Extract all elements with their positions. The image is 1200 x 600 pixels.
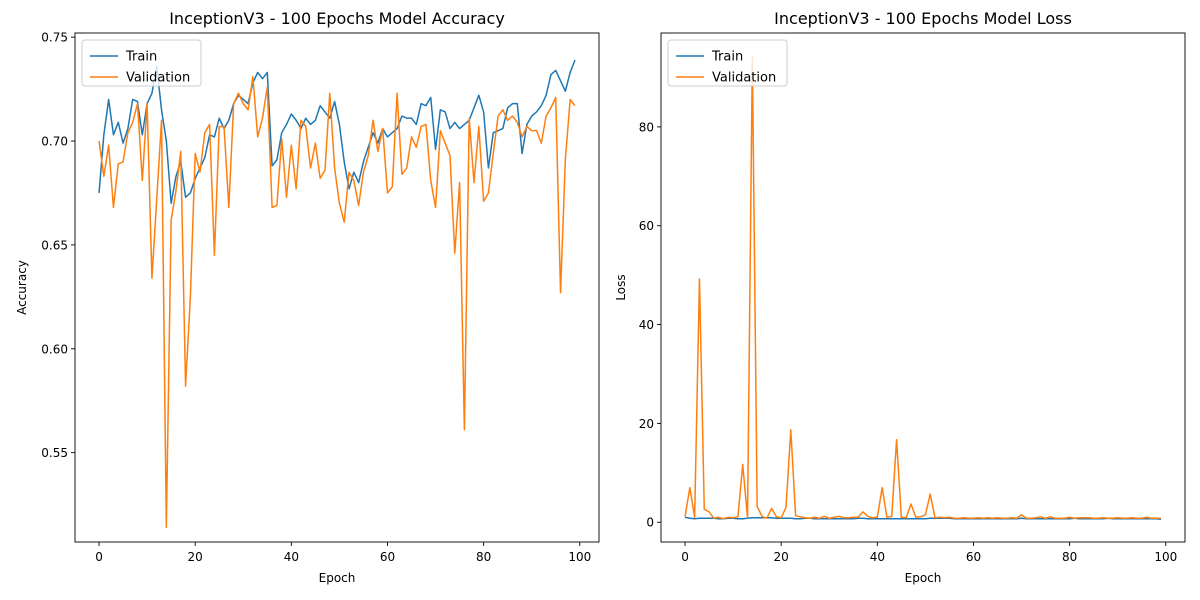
accuracy-x-tick-label: 20 <box>188 550 203 564</box>
accuracy-chart: InceptionV3 - 100 Epochs Model Accuracy 0… <box>15 9 600 585</box>
accuracy-y-tick-label: 0.55 <box>41 446 68 460</box>
accuracy-y-tick-label: 0.65 <box>41 238 68 252</box>
accuracy-chart-title: InceptionV3 - 100 Epochs Model Accuracy <box>169 9 505 28</box>
accuracy-x-tick-label: 80 <box>476 550 491 564</box>
loss-x-tick-label: 60 <box>966 550 981 564</box>
loss-x-tick-label: 40 <box>870 550 885 564</box>
loss-x-tick-label: 0 <box>681 550 689 564</box>
loss-x-tick-label: 80 <box>1062 550 1077 564</box>
accuracy-x-axis-label: Epoch <box>319 571 356 585</box>
loss-chart-title: InceptionV3 - 100 Epochs Model Loss <box>774 9 1072 28</box>
accuracy-y-tick-label: 0.70 <box>41 135 68 149</box>
accuracy-x-tick-label: 60 <box>380 550 395 564</box>
loss-legend-label-train: Train <box>711 50 743 65</box>
accuracy-y-tick-label: 0.75 <box>41 31 68 45</box>
loss-y-axis-label: Loss <box>614 274 628 300</box>
accuracy-legend <box>81 39 202 87</box>
accuracy-x-tick-label: 40 <box>284 550 299 564</box>
loss-x-tick-label: 20 <box>774 550 789 564</box>
loss-y-tick-label: 80 <box>639 120 654 134</box>
accuracy-y-axis-label: Accuracy <box>15 260 29 315</box>
accuracy-y-tick-label: 0.60 <box>41 342 68 356</box>
accuracy-series-line-validation <box>98 75 576 529</box>
accuracy-legend-label-validation: Validation <box>126 71 190 86</box>
loss-y-tick-label: 40 <box>639 318 654 332</box>
loss-plot-frame <box>660 32 1186 543</box>
loss-series-line-validation <box>684 56 1161 520</box>
loss-y-tick-label: 20 <box>639 417 654 431</box>
loss-x-axis-label: Epoch <box>905 571 942 585</box>
accuracy-x-tick-label: 0 <box>95 550 103 564</box>
loss-chart: InceptionV3 - 100 Epochs Model Loss 0 20 40… <box>614 9 1186 585</box>
loss-y-tick-label: 0 <box>646 516 654 530</box>
accuracy-legend-label-train: Train <box>125 50 157 65</box>
loss-legend <box>667 39 788 87</box>
loss-x-tick-label: 100 <box>1154 550 1177 564</box>
loss-legend-label-validation: Validation <box>712 71 776 86</box>
accuracy-x-tick-label: 100 <box>568 550 591 564</box>
loss-y-tick-label: 60 <box>639 219 654 233</box>
accuracy-plot-frame <box>74 32 600 543</box>
